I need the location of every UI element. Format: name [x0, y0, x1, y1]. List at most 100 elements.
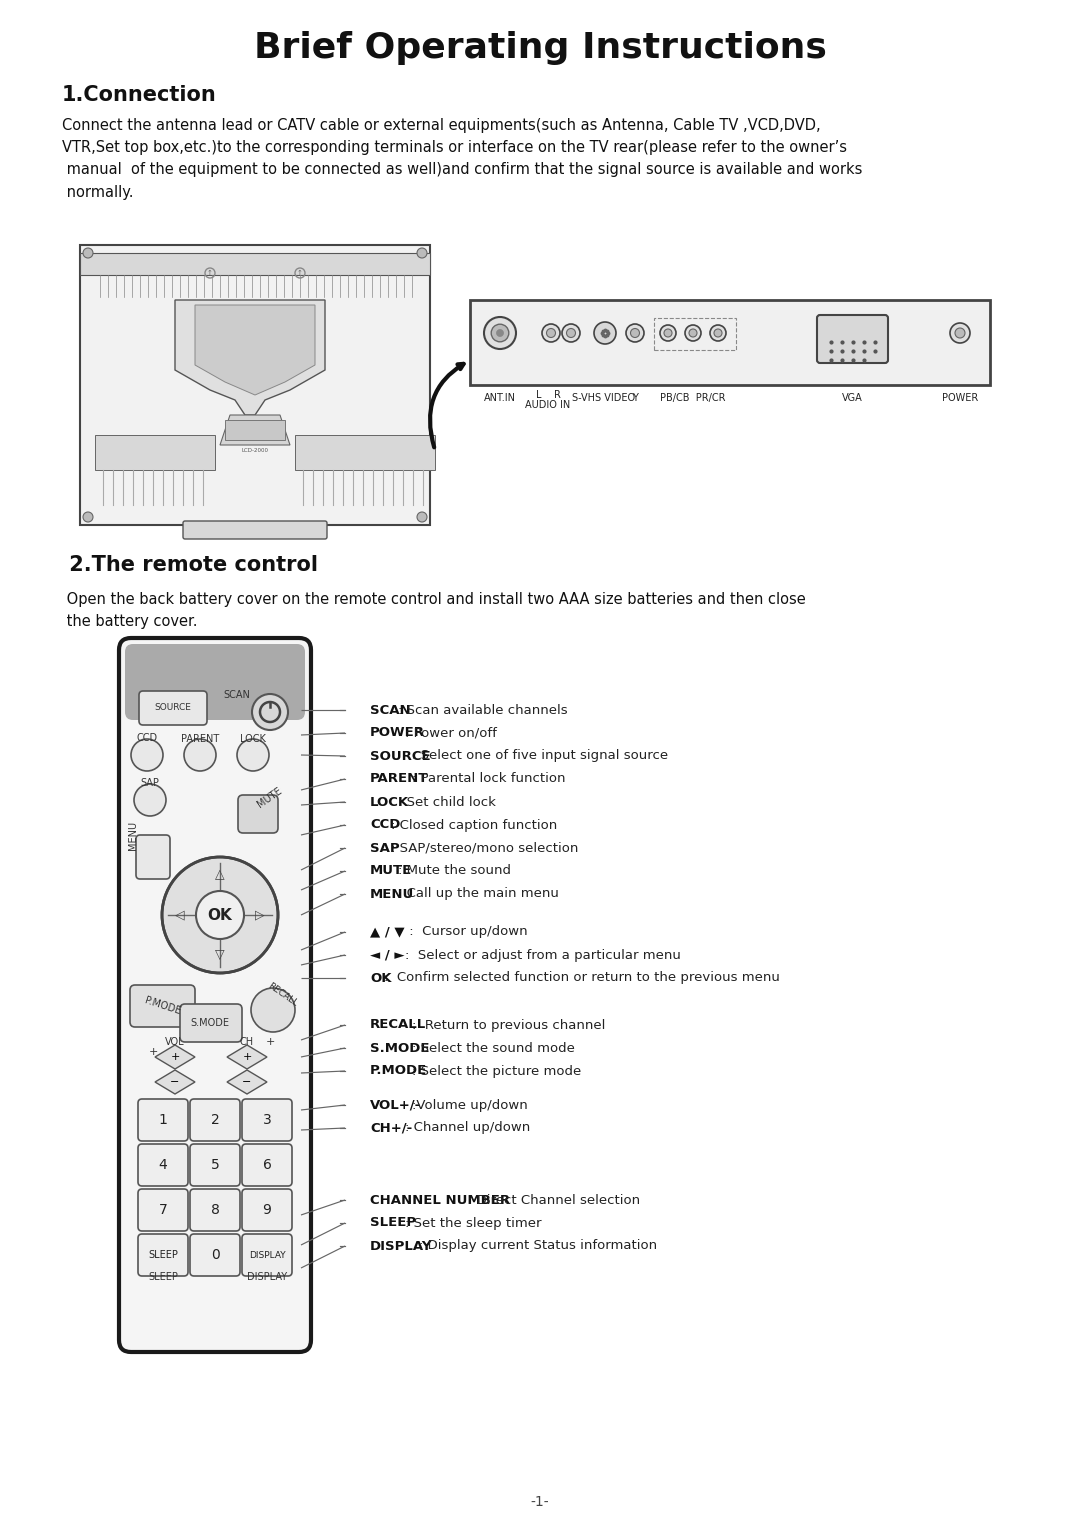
FancyBboxPatch shape — [136, 836, 170, 878]
Text: S.MODE: S.MODE — [190, 1019, 229, 1028]
Circle shape — [237, 740, 269, 772]
Polygon shape — [227, 1045, 267, 1069]
FancyBboxPatch shape — [80, 253, 430, 274]
Text: :  Cursor up/down: : Cursor up/down — [405, 926, 528, 938]
Text: PARENT: PARENT — [370, 773, 429, 785]
Text: SAP: SAP — [140, 778, 160, 788]
Text: Open the back battery cover on the remote control and install two AAA size batte: Open the back battery cover on the remot… — [62, 592, 806, 630]
Text: SCAN: SCAN — [370, 703, 410, 717]
Text: 1: 1 — [159, 1113, 167, 1127]
Polygon shape — [227, 1071, 267, 1093]
Text: LOCK: LOCK — [370, 796, 409, 808]
Text: : Set child lock: : Set child lock — [399, 796, 496, 808]
Circle shape — [594, 322, 616, 345]
Circle shape — [252, 694, 288, 730]
Text: :  Select or adjust from a particular menu: : Select or adjust from a particular men… — [405, 949, 680, 961]
Text: LOCK: LOCK — [240, 734, 266, 744]
Text: ↑: ↑ — [207, 270, 213, 276]
Circle shape — [83, 249, 93, 258]
Text: ANT.IN: ANT.IN — [484, 393, 516, 403]
Circle shape — [562, 323, 580, 342]
Text: 6: 6 — [262, 1157, 271, 1173]
Circle shape — [251, 988, 295, 1032]
FancyBboxPatch shape — [242, 1144, 292, 1186]
FancyBboxPatch shape — [190, 1100, 240, 1141]
FancyBboxPatch shape — [190, 1234, 240, 1276]
Text: 0: 0 — [211, 1247, 219, 1263]
Text: +: + — [148, 1048, 158, 1057]
Text: : Display current Status information: : Display current Status information — [419, 1240, 657, 1252]
Text: ◄ / ►: ◄ / ► — [370, 949, 405, 961]
Text: VGA: VGA — [841, 393, 862, 403]
Text: 8: 8 — [211, 1203, 219, 1217]
Polygon shape — [195, 305, 315, 395]
Text: CH: CH — [240, 1037, 254, 1048]
Text: 3: 3 — [262, 1113, 271, 1127]
Text: SAP: SAP — [370, 842, 400, 854]
Text: MENU: MENU — [129, 820, 138, 849]
Text: : Channel up/down: : Channel up/down — [405, 1121, 530, 1135]
Text: ▲ / ▼: ▲ / ▼ — [370, 926, 405, 938]
Text: MUTE: MUTE — [256, 785, 284, 810]
FancyBboxPatch shape — [138, 1144, 188, 1186]
Text: : Scan available channels: : Scan available channels — [399, 703, 568, 717]
Text: MUTE: MUTE — [370, 865, 413, 877]
FancyBboxPatch shape — [225, 419, 285, 441]
Text: SCAN: SCAN — [224, 689, 251, 700]
FancyBboxPatch shape — [816, 316, 888, 363]
Circle shape — [714, 329, 723, 337]
Text: VOL: VOL — [165, 1037, 185, 1048]
Circle shape — [491, 325, 509, 342]
Circle shape — [417, 249, 427, 258]
Polygon shape — [175, 300, 325, 415]
Text: S-VHS VIDEO: S-VHS VIDEO — [572, 393, 635, 403]
FancyBboxPatch shape — [295, 435, 435, 470]
Text: VOL+/-: VOL+/- — [370, 1098, 421, 1112]
FancyBboxPatch shape — [119, 637, 311, 1353]
Text: : Set the sleep timer: : Set the sleep timer — [405, 1217, 541, 1229]
Text: 4: 4 — [159, 1157, 167, 1173]
Text: 9: 9 — [262, 1203, 271, 1217]
Circle shape — [710, 325, 726, 342]
FancyBboxPatch shape — [80, 246, 430, 525]
FancyBboxPatch shape — [138, 1190, 188, 1231]
Text: AUDIO IN: AUDIO IN — [525, 400, 570, 410]
Circle shape — [955, 328, 966, 339]
Text: : Select the sound mode: : Select the sound mode — [411, 1042, 575, 1054]
Text: SLEEP: SLEEP — [148, 1272, 178, 1283]
Text: −: − — [242, 1077, 252, 1087]
Circle shape — [195, 891, 244, 939]
Text: MENU: MENU — [370, 888, 415, 900]
Text: 1.Connection: 1.Connection — [62, 85, 217, 105]
Text: +: + — [266, 1037, 274, 1048]
FancyBboxPatch shape — [133, 650, 297, 685]
Text: CCD: CCD — [136, 734, 158, 743]
Text: CCD: CCD — [370, 819, 401, 831]
Polygon shape — [220, 415, 291, 445]
Text: S.MODE: S.MODE — [370, 1042, 430, 1054]
FancyBboxPatch shape — [190, 1190, 240, 1231]
Text: -1-: -1- — [530, 1494, 550, 1510]
FancyBboxPatch shape — [180, 1003, 242, 1042]
Text: +: + — [171, 1052, 179, 1061]
Text: SLEEP: SLEEP — [148, 1250, 178, 1260]
Text: RECALL: RECALL — [370, 1019, 427, 1031]
Text: PARENT: PARENT — [180, 734, 219, 744]
Text: 2: 2 — [211, 1113, 219, 1127]
Text: :  Confirm selected function or return to the previous menu: : Confirm selected function or return to… — [384, 971, 780, 985]
Text: POWER: POWER — [942, 393, 978, 403]
FancyBboxPatch shape — [130, 985, 195, 1026]
Text: POWER: POWER — [370, 726, 426, 740]
Text: △: △ — [215, 869, 225, 881]
Text: 5: 5 — [211, 1157, 219, 1173]
FancyBboxPatch shape — [125, 644, 305, 720]
Text: DISPLAY: DISPLAY — [247, 1272, 287, 1283]
Text: +: + — [242, 1052, 252, 1061]
Circle shape — [184, 740, 216, 772]
Circle shape — [546, 328, 555, 337]
Text: OK: OK — [370, 971, 391, 985]
FancyBboxPatch shape — [242, 1100, 292, 1141]
Circle shape — [631, 328, 639, 337]
FancyBboxPatch shape — [139, 691, 207, 724]
Text: Brief Operating Instructions: Brief Operating Instructions — [254, 30, 826, 66]
